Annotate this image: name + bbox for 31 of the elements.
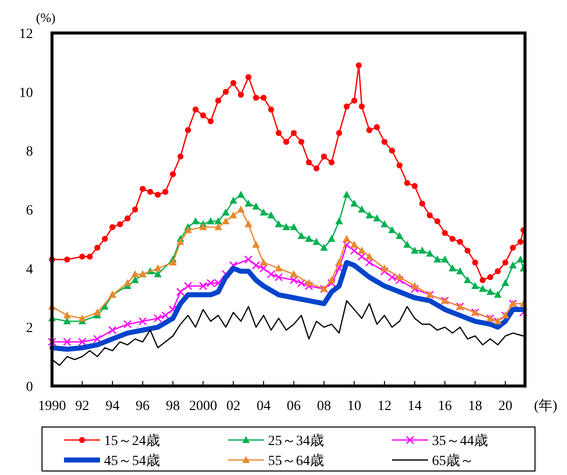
x-tick-label: 16 (438, 399, 452, 414)
y-tick-label: 12 (19, 27, 33, 42)
x-tick-label: 12 (377, 399, 392, 414)
x-tick-label: 10 (347, 399, 362, 414)
y-axis-title: (%) (36, 10, 56, 25)
x-tick-label: 96 (136, 399, 150, 414)
x-tick-label: 1990 (38, 399, 66, 414)
legend-label: 55～64歳 (268, 453, 324, 469)
x-tick-label: 98 (166, 399, 180, 414)
y-tick-label: 0 (26, 380, 33, 395)
legend-label: 15～24歳 (104, 433, 160, 449)
x-tick-label: 92 (75, 399, 90, 414)
x-tick-label: 04 (256, 399, 271, 414)
legend-label: 65歳～ (432, 453, 474, 469)
legend-label: 25～34歳 (268, 433, 324, 449)
x-tick-label: 2000 (189, 399, 218, 414)
x-tick-label: 18 (468, 399, 482, 414)
legend-label: 35～44歳 (432, 433, 488, 449)
x-tick-label: 94 (105, 399, 120, 414)
x-tick-label: 14 (408, 399, 422, 414)
x-tick-label: 06 (286, 399, 301, 414)
x-tick-label: 20 (498, 399, 512, 414)
y-tick-label: 4 (26, 262, 33, 278)
y-tick-label: 6 (26, 204, 33, 218)
x-tick-label: 02 (226, 399, 240, 414)
y-tick-label: 10 (19, 86, 33, 101)
legend-label: 45～54歳 (104, 453, 160, 469)
x-tick-label: 08 (317, 399, 332, 414)
x-axis-title: (年) (534, 398, 558, 414)
y-tick-label: 8 (26, 144, 33, 160)
y-tick-label: 2 (26, 321, 33, 336)
